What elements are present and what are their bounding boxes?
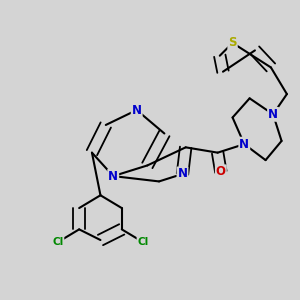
Text: O: O	[216, 165, 226, 178]
Text: N: N	[178, 167, 188, 181]
Text: S: S	[228, 36, 237, 50]
Text: N: N	[132, 103, 142, 117]
Text: Cl: Cl	[137, 237, 149, 247]
Text: N: N	[268, 108, 278, 121]
Text: N: N	[239, 138, 249, 151]
Text: Cl: Cl	[52, 237, 64, 247]
Text: N: N	[108, 169, 118, 183]
